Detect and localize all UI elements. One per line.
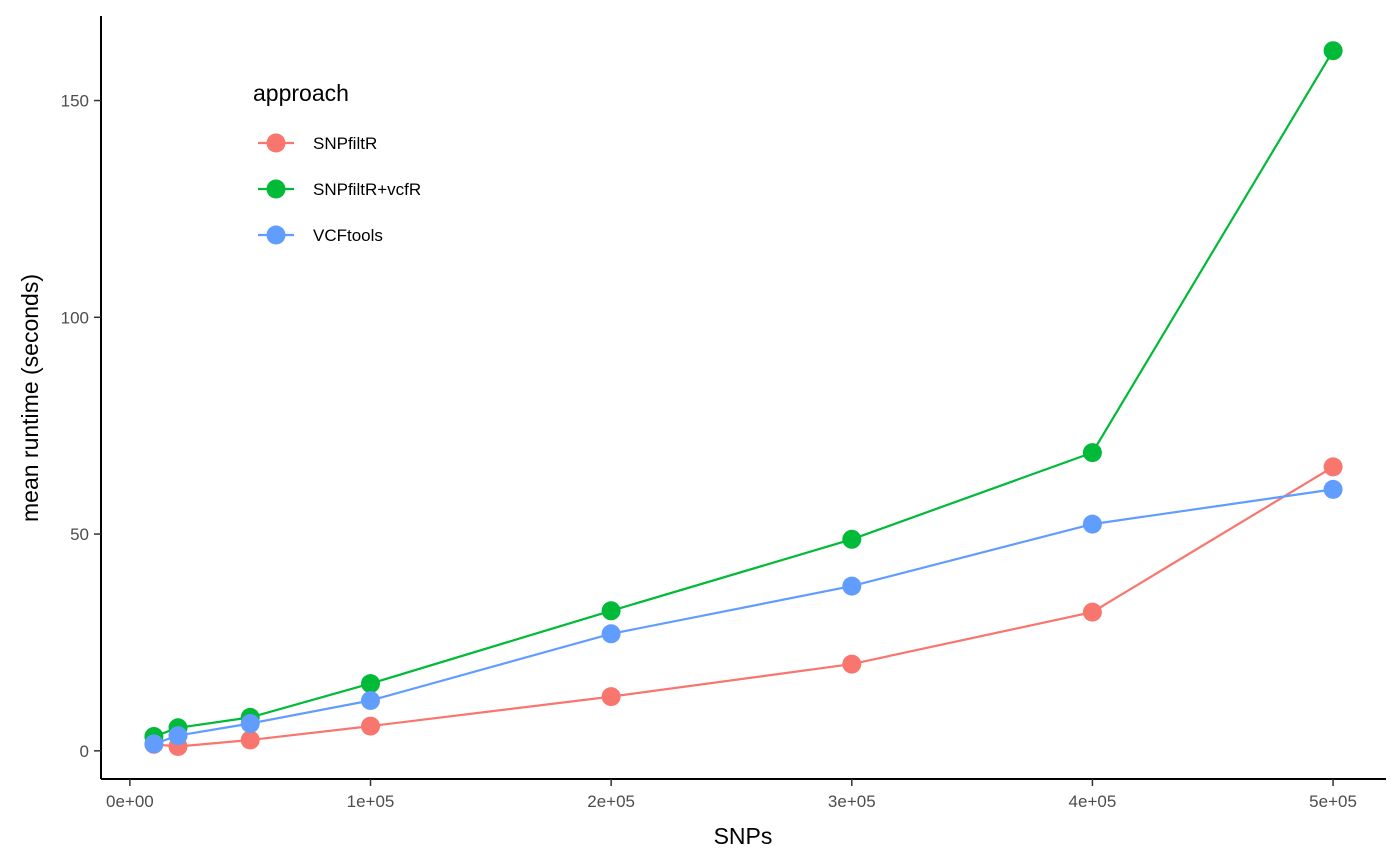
y-tick-label: 50 bbox=[70, 525, 89, 544]
data-point-2 bbox=[1082, 514, 1102, 534]
legend-label: VCFtools bbox=[313, 226, 383, 245]
x-tick-label: 1e+05 bbox=[347, 792, 395, 811]
data-point-0 bbox=[842, 654, 862, 674]
x-axis: 0e+00 1e+05 2e+05 3e+05 4e+05 5e+05 bbox=[101, 778, 1386, 811]
legend-label: SNPfiltR bbox=[313, 134, 377, 153]
series-line-0 bbox=[153, 465, 1334, 748]
data-point-2 bbox=[601, 624, 621, 644]
data-point-0 bbox=[1323, 457, 1343, 477]
y-axis: 0 50 100 150 bbox=[61, 16, 102, 779]
y-tick-label: 0 bbox=[80, 742, 89, 761]
legend-item: VCFtools bbox=[258, 225, 383, 245]
legend-title: approach bbox=[253, 80, 349, 106]
x-tick-label: 5e+05 bbox=[1309, 792, 1357, 811]
data-point-2 bbox=[1323, 479, 1343, 499]
data-point-1 bbox=[842, 529, 862, 549]
data-point-2 bbox=[144, 734, 164, 754]
data-point-1 bbox=[1323, 41, 1343, 61]
data-point-2 bbox=[168, 726, 188, 746]
series-line-2 bbox=[153, 488, 1334, 745]
data-point-0 bbox=[240, 730, 260, 750]
data-point-0 bbox=[361, 716, 380, 736]
data-point-1 bbox=[1082, 443, 1102, 463]
y-tick-label: 100 bbox=[61, 308, 89, 327]
x-tick-label: 0e+00 bbox=[106, 792, 154, 811]
data-point-1 bbox=[601, 601, 621, 621]
legend-key-point bbox=[266, 179, 286, 199]
series-line-1 bbox=[153, 50, 1335, 738]
legend: approach SNPfiltR SNPfiltR+vcfR VCFtools bbox=[253, 80, 421, 245]
data-point-0 bbox=[601, 687, 621, 707]
x-tick-label: 4e+05 bbox=[1069, 792, 1117, 811]
data-point-0 bbox=[1082, 602, 1102, 622]
x-tick-label: 2e+05 bbox=[587, 792, 635, 811]
plot-area bbox=[144, 41, 1343, 756]
legend-key-point bbox=[266, 225, 286, 245]
data-point-2 bbox=[240, 714, 260, 733]
data-point-2 bbox=[361, 691, 380, 710]
legend-item: SNPfiltR+vcfR bbox=[258, 179, 421, 199]
legend-item: SNPfiltR bbox=[258, 133, 377, 153]
legend-key-point bbox=[266, 133, 286, 153]
y-tick-label: 150 bbox=[61, 92, 89, 111]
x-axis-title: SNPs bbox=[714, 823, 773, 849]
data-point-1 bbox=[361, 674, 380, 694]
legend-label: SNPfiltR+vcfR bbox=[313, 180, 421, 199]
x-tick-label: 3e+05 bbox=[828, 792, 876, 811]
y-axis-title: mean runtime (seconds) bbox=[17, 274, 43, 522]
data-point-2 bbox=[842, 576, 862, 596]
